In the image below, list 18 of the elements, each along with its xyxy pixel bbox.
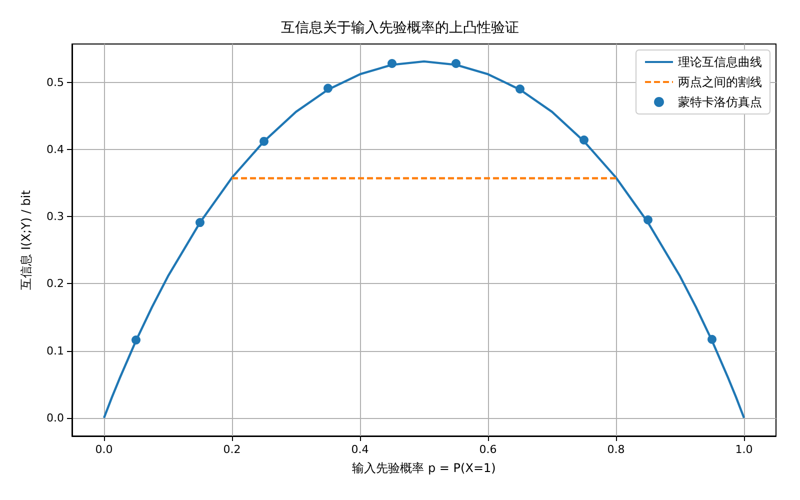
legend-label: 理论互信息曲线 xyxy=(678,55,762,69)
legend-label: 蒙特卡洛仿真点 xyxy=(678,95,762,109)
y-axis-title: 互信息 I(X;Y) / bit xyxy=(19,190,33,290)
y-tick-label: 0.4 xyxy=(46,142,64,156)
y-tick-label: 0.1 xyxy=(46,344,64,358)
x-tick-label: 1.0 xyxy=(735,443,753,456)
x-tick-label: 0.2 xyxy=(223,443,241,456)
legend-label: 两点之间的割线 xyxy=(678,75,762,89)
x-tick-label: 0.6 xyxy=(479,443,497,456)
y-tick-label: 0.2 xyxy=(46,277,64,290)
chart-title: 互信息关于输入先验概率的上凸性验证 xyxy=(281,20,519,36)
y-tick-label: 0.5 xyxy=(46,76,64,89)
y-tick-label: 0.0 xyxy=(46,411,64,424)
x-tick-label: 0.0 xyxy=(95,443,113,456)
y-tick-label: 0.3 xyxy=(46,210,64,224)
x-tick-label: 0.8 xyxy=(607,443,625,456)
x-tick-label: 0.4 xyxy=(351,443,369,456)
x-axis-title: 输入先验概率 p = P(X=1) xyxy=(352,461,496,475)
